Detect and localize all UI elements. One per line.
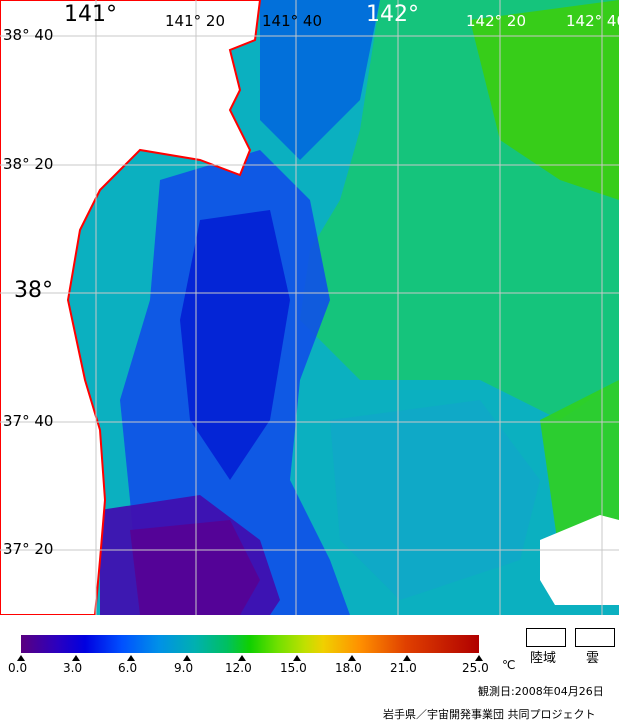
colorbar-tick [72,655,80,661]
observation-date: 観測日:2008年04月26日 [478,685,604,698]
lat-label-38: 38° [14,278,53,303]
colorbar-tick [293,655,301,661]
lon-label-141-20: 141° 20 [165,12,225,30]
colorbar-tick-label: 12.0 [225,661,252,675]
land-legend-swatch [526,628,566,647]
lon-label-142-20: 142° 20 [466,12,526,30]
lat-label-37-20: 37° 20 [3,540,54,558]
cold-north [260,0,380,160]
land [0,0,262,615]
colorbar-tick-label: 9.0 [174,661,194,675]
colorbar-tick-label: 18.0 [335,661,362,675]
temperature-unit: ℃ [502,658,516,672]
lat-label-38-40: 38° 40 [3,26,54,44]
colorbar-tick-label: 6.0 [118,661,138,675]
colorbar-tick [183,655,191,661]
sst-map [0,0,619,615]
cold-core [180,210,290,480]
lat-label-38-20: 38° 20 [3,155,54,173]
lat-label-37-40: 37° 40 [3,412,54,430]
colorbar-tick-label: 3.0 [63,661,83,675]
credit-text: 岩手県／宇宙開発事業団 共同プロジェクト [383,708,596,721]
cloud-legend-swatch [575,628,615,647]
lon-label-141-40: 141° 40 [262,12,322,30]
colorbar-tick [17,655,25,661]
lon-label-141: 141° [64,2,117,27]
cloud [540,515,619,605]
colorbar-tick [403,655,411,661]
lon-label-142-40: 142° 40 [566,12,619,30]
colorbar-tick-label: 25.0 [462,661,489,675]
colorbar-tick [127,655,135,661]
land-legend-label: 陸域 [530,651,557,666]
warm-core [470,0,619,200]
colorbar-tick-label: 15.0 [280,661,307,675]
colorbar-tick-label: 0.0 [8,661,28,675]
colorbar-tick [475,655,483,661]
graticule [0,0,619,615]
warm-east [540,380,619,560]
colorbar-tick [348,655,356,661]
cloud-legend-label: 雲 [586,651,600,666]
colorbar-tick-label: 21.0 [390,661,417,675]
temperature-colorbar [21,635,479,653]
colorbar-tick [238,655,246,661]
lon-label-142: 142° [366,2,419,27]
